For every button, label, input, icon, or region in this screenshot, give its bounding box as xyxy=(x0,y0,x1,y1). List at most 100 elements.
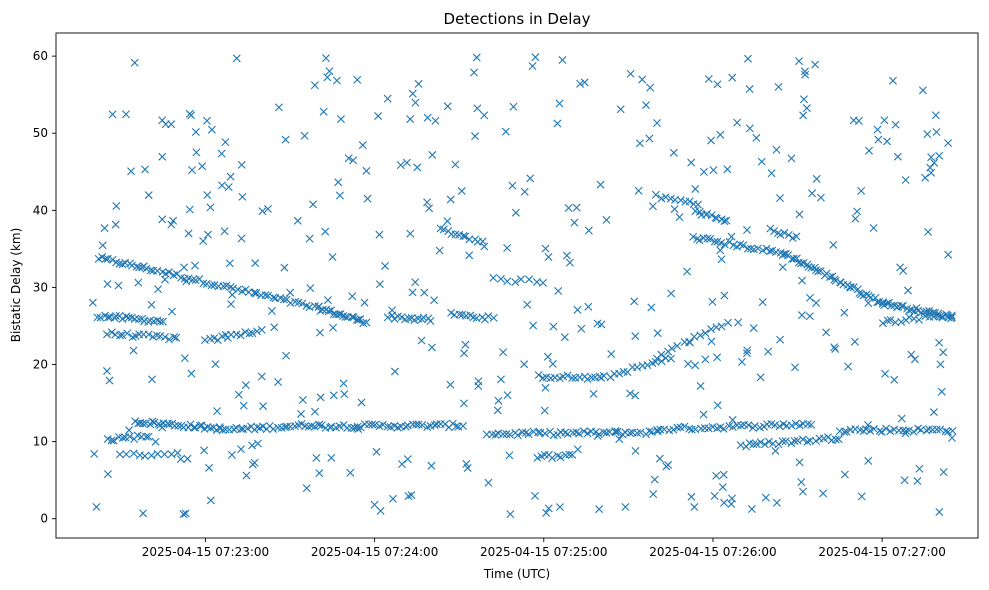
detection-marker xyxy=(508,181,517,190)
detection-marker xyxy=(531,491,540,500)
track-marker xyxy=(221,425,230,434)
detection-marker xyxy=(901,429,910,438)
detection-marker xyxy=(465,251,474,260)
detection-marker xyxy=(691,184,700,193)
detection-marker xyxy=(257,372,266,381)
detection-marker xyxy=(913,477,922,486)
detection-marker xyxy=(325,67,334,76)
track-marker xyxy=(701,329,710,338)
detection-marker xyxy=(375,230,384,239)
track-marker xyxy=(866,426,875,435)
track-marker xyxy=(834,435,843,444)
detection-marker xyxy=(897,414,906,423)
detection-marker xyxy=(151,437,160,446)
track-marker xyxy=(784,230,793,239)
detection-marker xyxy=(332,76,341,85)
track-marker xyxy=(109,436,118,445)
detection-marker xyxy=(631,391,640,400)
track-marker xyxy=(657,357,666,366)
detection-marker xyxy=(403,455,412,464)
detection-marker xyxy=(742,349,751,358)
detection-marker xyxy=(564,204,573,212)
detection-marker xyxy=(638,75,647,84)
detection-marker xyxy=(931,111,940,120)
detection-marker xyxy=(446,195,455,204)
detection-marker xyxy=(857,492,866,501)
track-marker xyxy=(914,424,922,433)
detection-marker xyxy=(239,401,248,410)
detection-marker xyxy=(812,174,821,183)
detection-marker xyxy=(918,86,927,95)
track-marker xyxy=(887,301,896,310)
detection-marker xyxy=(451,160,460,169)
track-marker xyxy=(128,333,137,342)
detection-marker xyxy=(565,258,574,267)
detection-marker xyxy=(888,76,897,85)
track-marker xyxy=(197,421,206,430)
detection-marker xyxy=(562,251,571,260)
track-marker xyxy=(878,319,887,328)
track-marker xyxy=(899,301,908,310)
detection-marker xyxy=(100,224,109,233)
track-marker xyxy=(792,232,801,241)
detection-marker xyxy=(167,307,176,316)
detection-marker xyxy=(699,167,708,176)
track-marker xyxy=(161,333,170,341)
detection-marker xyxy=(375,280,384,289)
track-marker xyxy=(390,314,399,323)
track-marker xyxy=(877,427,886,436)
detection-marker xyxy=(630,297,639,306)
track-marker xyxy=(334,310,343,319)
detection-marker xyxy=(554,287,563,296)
track-marker xyxy=(461,232,470,241)
track-marker xyxy=(925,306,934,315)
track-marker xyxy=(513,431,522,440)
track-marker xyxy=(153,266,162,275)
detection-marker xyxy=(662,462,671,471)
track-marker xyxy=(465,235,474,244)
detection-marker xyxy=(719,470,728,479)
detection-marker xyxy=(241,381,250,390)
detection-marker xyxy=(558,56,567,65)
track-marker xyxy=(371,420,380,429)
detection-marker xyxy=(457,187,466,196)
detection-marker xyxy=(907,350,916,359)
track-marker xyxy=(602,428,611,437)
detection-marker xyxy=(335,191,344,200)
detection-marker xyxy=(374,112,383,121)
detection-marker xyxy=(474,382,483,390)
track-marker xyxy=(583,375,592,384)
detection-marker xyxy=(169,216,178,225)
detection-marker xyxy=(460,349,469,358)
track-marker xyxy=(404,314,413,323)
detection-marker xyxy=(207,125,216,134)
detection-marker xyxy=(232,54,241,63)
detection-marker xyxy=(929,408,938,417)
detection-marker xyxy=(757,157,766,166)
detection-marker xyxy=(576,79,585,88)
track-marker xyxy=(687,425,696,434)
track-marker xyxy=(241,328,250,337)
detection-marker xyxy=(642,101,651,110)
detection-marker xyxy=(122,110,130,119)
track-marker xyxy=(248,329,257,338)
detection-marker xyxy=(540,406,549,415)
track-marker xyxy=(279,295,288,304)
detection-marker xyxy=(712,471,721,480)
track-marker xyxy=(533,453,542,462)
detection-marker xyxy=(499,348,508,357)
detection-marker xyxy=(743,226,752,234)
detection-marker xyxy=(206,496,215,505)
track-marker xyxy=(696,424,705,433)
track-marker xyxy=(125,432,134,441)
detection-marker xyxy=(699,410,708,419)
track-marker xyxy=(408,420,417,429)
y-tick-label: 20 xyxy=(33,358,48,372)
detection-marker xyxy=(167,120,176,129)
y-axis-label: Bistatic Delay (km) xyxy=(9,228,23,343)
track-marker xyxy=(728,423,737,431)
detection-marker xyxy=(573,305,582,314)
track-marker xyxy=(568,374,577,382)
detection-marker xyxy=(461,340,470,349)
detection-marker xyxy=(520,187,529,196)
